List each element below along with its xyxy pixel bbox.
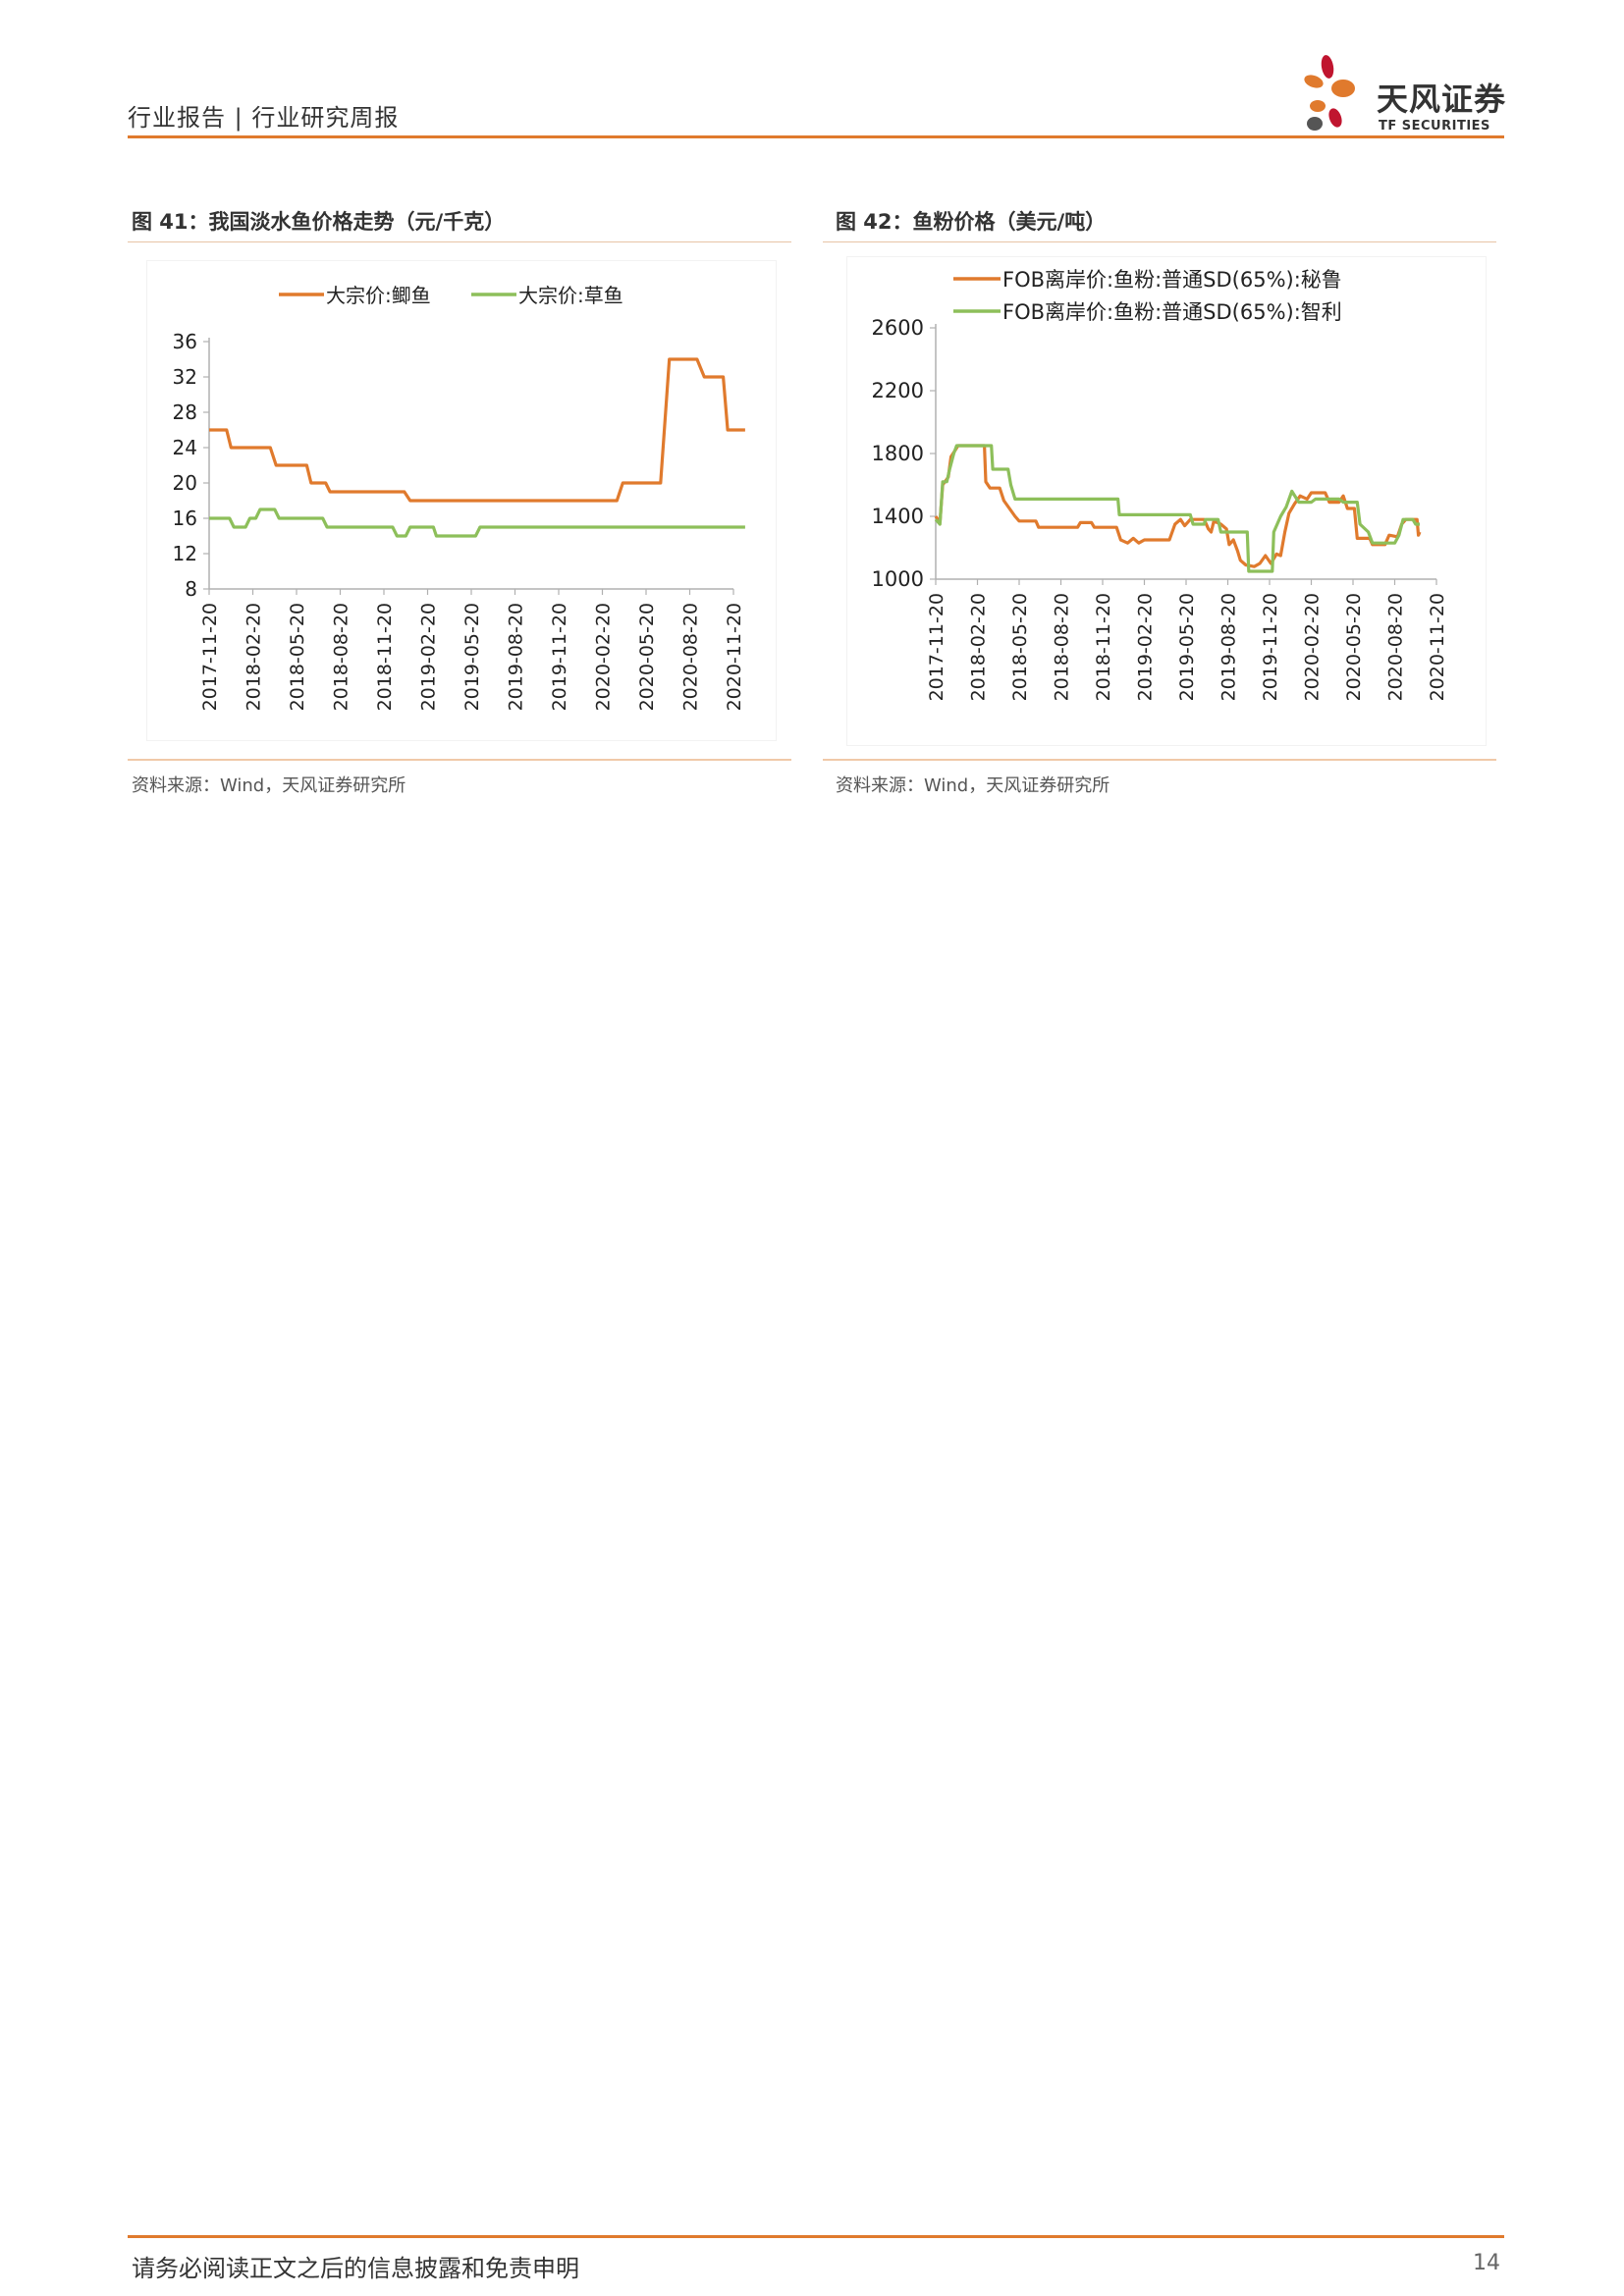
x-tick-label: 2017-11-20 bbox=[926, 593, 947, 701]
figure-42-chart-panel: 1000 1400 1800 2200 2600 2017-11-20 2018-02-20… bbox=[847, 257, 1486, 745]
series-line-1 bbox=[934, 444, 1422, 568]
freshwater-fish-price-chart: 8 12 16 20 24 28 32 36 2017-11-20 2018-02-20 2018-… bbox=[173, 284, 745, 711]
figure-42-title: 图 42：鱼粉价格（美元/吨） bbox=[836, 210, 1107, 234]
x-tick-label: 2018-05-20 bbox=[1009, 593, 1031, 701]
y-tick-label: 1000 bbox=[872, 567, 924, 591]
figure-41-source: 资料来源：Wind，天风证券研究所 bbox=[132, 775, 406, 796]
figure-42-source: 资料来源：Wind，天风证券研究所 bbox=[836, 775, 1110, 796]
y-tick-label: 16 bbox=[173, 507, 197, 530]
figure-42-bottom-rule bbox=[823, 759, 1496, 761]
y-tick-label: 32 bbox=[173, 365, 197, 389]
x-tick-label: 2020-08-20 bbox=[680, 603, 702, 711]
series-line-2 bbox=[934, 444, 1420, 573]
logo-mark-icon bbox=[1304, 55, 1355, 131]
logo-company-name: 天风证券 bbox=[1377, 80, 1507, 118]
y-tick-label: 36 bbox=[173, 330, 197, 353]
header-divider bbox=[128, 135, 1504, 138]
x-tick-label: 2020-11-20 bbox=[1427, 593, 1448, 701]
x-tick-label: 2018-02-20 bbox=[968, 593, 990, 701]
series-line-2 bbox=[209, 507, 745, 538]
y-tick-label: 12 bbox=[173, 542, 197, 565]
x-tick-label: 2020-02-20 bbox=[1302, 593, 1324, 701]
y-tick-label: 2600 bbox=[872, 316, 924, 340]
x-tick-label: 2017-11-20 bbox=[199, 603, 221, 711]
y-tick-label: 1800 bbox=[872, 442, 924, 465]
y-tick-label: 1400 bbox=[872, 505, 924, 528]
x-tick-label: 2019-11-20 bbox=[549, 603, 570, 711]
x-tick-label: 2019-02-20 bbox=[418, 603, 440, 711]
x-tick-label: 2019-05-20 bbox=[461, 603, 483, 711]
y-tick-label: 8 bbox=[185, 577, 197, 601]
x-tick-label: 2018-05-20 bbox=[287, 603, 308, 711]
legend-label: 大宗价:草鱼 bbox=[518, 284, 623, 307]
x-tick-label: 2018-11-20 bbox=[374, 603, 396, 711]
fishmeal-price-chart: 1000 1400 1800 2200 2600 2017-11-20 2018-02-20… bbox=[872, 268, 1448, 701]
figure-41-top-rule bbox=[128, 241, 791, 242]
y-tick-label: 28 bbox=[173, 400, 197, 424]
legend-label: 大宗价:鲫鱼 bbox=[326, 284, 431, 307]
figure-41-bottom-rule bbox=[128, 759, 791, 761]
figure-41-title: 图 41：我国淡水鱼价格走势（元/千克） bbox=[132, 210, 506, 234]
x-tick-label: 2018-11-20 bbox=[1093, 593, 1114, 701]
y-tick-label: 2200 bbox=[872, 379, 924, 402]
x-tick-label: 2018-08-20 bbox=[1052, 593, 1073, 701]
x-tick-label: 2019-11-20 bbox=[1260, 593, 1281, 701]
company-logo bbox=[1284, 49, 1520, 139]
x-tick-label: 2019-02-20 bbox=[1135, 593, 1157, 701]
x-tick-label: 2019-08-20 bbox=[1218, 593, 1240, 701]
x-tick-label: 2020-08-20 bbox=[1385, 593, 1407, 701]
x-tick-label: 2018-02-20 bbox=[244, 603, 265, 711]
legend-label: FOB离岸价:鱼粉:普通SD(65%):秘鲁 bbox=[1002, 268, 1342, 292]
logo-company-subtitle: TF SECURITIES bbox=[1379, 119, 1490, 133]
x-tick-label: 2020-05-20 bbox=[1343, 593, 1365, 701]
footer-disclaimer: 请务必阅读正文之后的信息披露和免责申明 bbox=[132, 2255, 579, 2282]
footer-divider bbox=[128, 2235, 1504, 2238]
legend-label: FOB离岸价:鱼粉:普通SD(65%):智利 bbox=[1002, 300, 1342, 324]
figure-42-top-rule bbox=[823, 241, 1496, 242]
figure-41-chart-panel: 8 12 16 20 24 28 32 36 2017-11-20 2018-02-20 2018-… bbox=[147, 261, 776, 740]
x-tick-label: 2020-05-20 bbox=[636, 603, 658, 711]
y-tick-label: 24 bbox=[173, 436, 197, 459]
page-number: 14 bbox=[1473, 2251, 1500, 2275]
series-line-1 bbox=[209, 357, 745, 503]
x-tick-label: 2020-02-20 bbox=[593, 603, 615, 711]
report-type-label: 行业报告 | 行业研究周报 bbox=[128, 104, 400, 132]
y-tick-label: 20 bbox=[173, 471, 197, 495]
x-tick-label: 2020-11-20 bbox=[724, 603, 745, 711]
x-tick-label: 2018-08-20 bbox=[331, 603, 352, 711]
x-tick-label: 2019-08-20 bbox=[506, 603, 527, 711]
x-tick-label: 2019-05-20 bbox=[1176, 593, 1198, 701]
